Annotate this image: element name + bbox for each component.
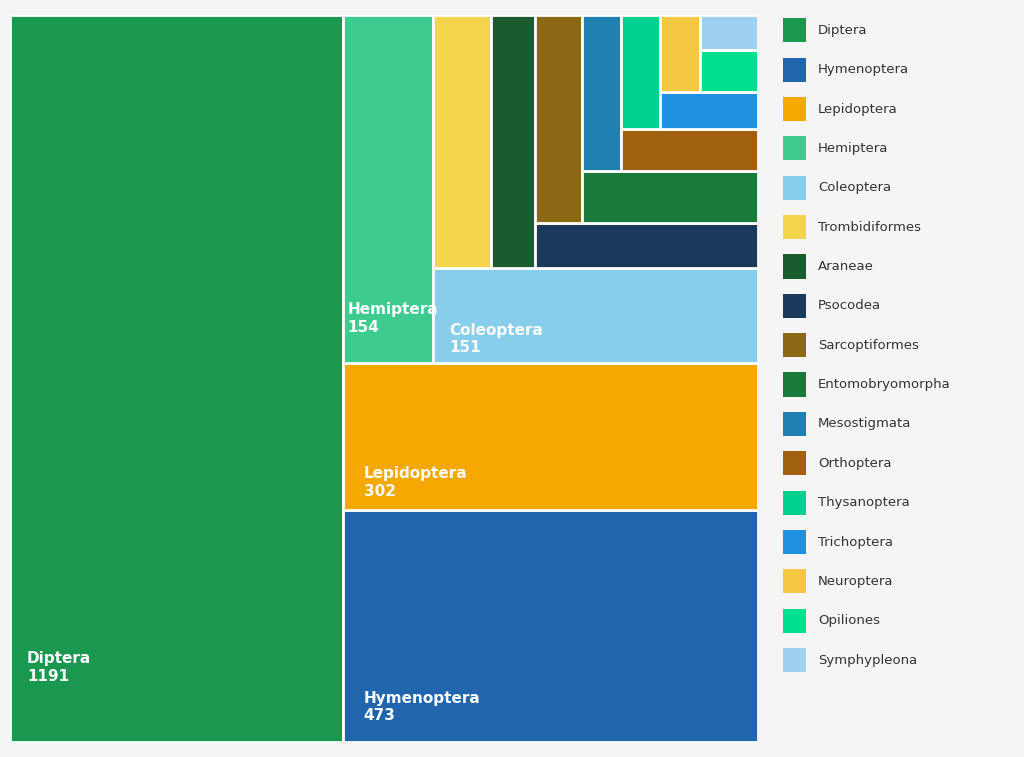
Text: Trombidiformes: Trombidiformes xyxy=(818,220,922,234)
Text: Araneae: Araneae xyxy=(818,260,874,273)
Text: Diptera: Diptera xyxy=(818,23,867,37)
Text: Orthoptera: Orthoptera xyxy=(818,456,892,470)
Bar xyxy=(535,223,758,268)
Bar xyxy=(621,129,758,171)
Bar xyxy=(582,15,621,171)
Text: Hymenoptera: Hymenoptera xyxy=(818,63,909,76)
Bar xyxy=(659,15,699,92)
Text: Thysanoptera: Thysanoptera xyxy=(818,496,910,509)
Text: Diptera
1191: Diptera 1191 xyxy=(27,651,91,684)
Bar xyxy=(343,363,758,510)
Bar xyxy=(433,268,758,363)
Text: Hymenoptera
473: Hymenoptera 473 xyxy=(364,691,480,724)
Text: Neuroptera: Neuroptera xyxy=(818,575,894,588)
Text: Hemiptera
154: Hemiptera 154 xyxy=(347,302,438,335)
Bar xyxy=(621,15,659,129)
Bar xyxy=(535,15,582,223)
Text: Hemiptera: Hemiptera xyxy=(818,142,889,155)
Bar xyxy=(699,50,758,92)
Bar xyxy=(699,15,758,50)
Bar xyxy=(659,92,758,129)
Text: Sarcoptiformes: Sarcoptiformes xyxy=(818,338,920,352)
Text: Psocodea: Psocodea xyxy=(818,299,882,313)
Bar xyxy=(10,15,343,742)
Text: Entomobryomorpha: Entomobryomorpha xyxy=(818,378,951,391)
Text: Coleoptera: Coleoptera xyxy=(818,181,891,195)
Text: Mesostigmata: Mesostigmata xyxy=(818,417,911,431)
Bar xyxy=(343,15,433,363)
Text: Trichoptera: Trichoptera xyxy=(818,535,893,549)
Text: Lepidoptera: Lepidoptera xyxy=(818,102,898,116)
Text: Opiliones: Opiliones xyxy=(818,614,881,628)
Bar xyxy=(582,171,758,223)
Bar xyxy=(490,15,535,268)
Bar xyxy=(433,15,490,268)
Text: Lepidoptera
302: Lepidoptera 302 xyxy=(364,466,467,499)
Bar xyxy=(343,510,758,742)
Text: Coleoptera
151: Coleoptera 151 xyxy=(450,322,543,355)
Text: Symphypleona: Symphypleona xyxy=(818,653,918,667)
